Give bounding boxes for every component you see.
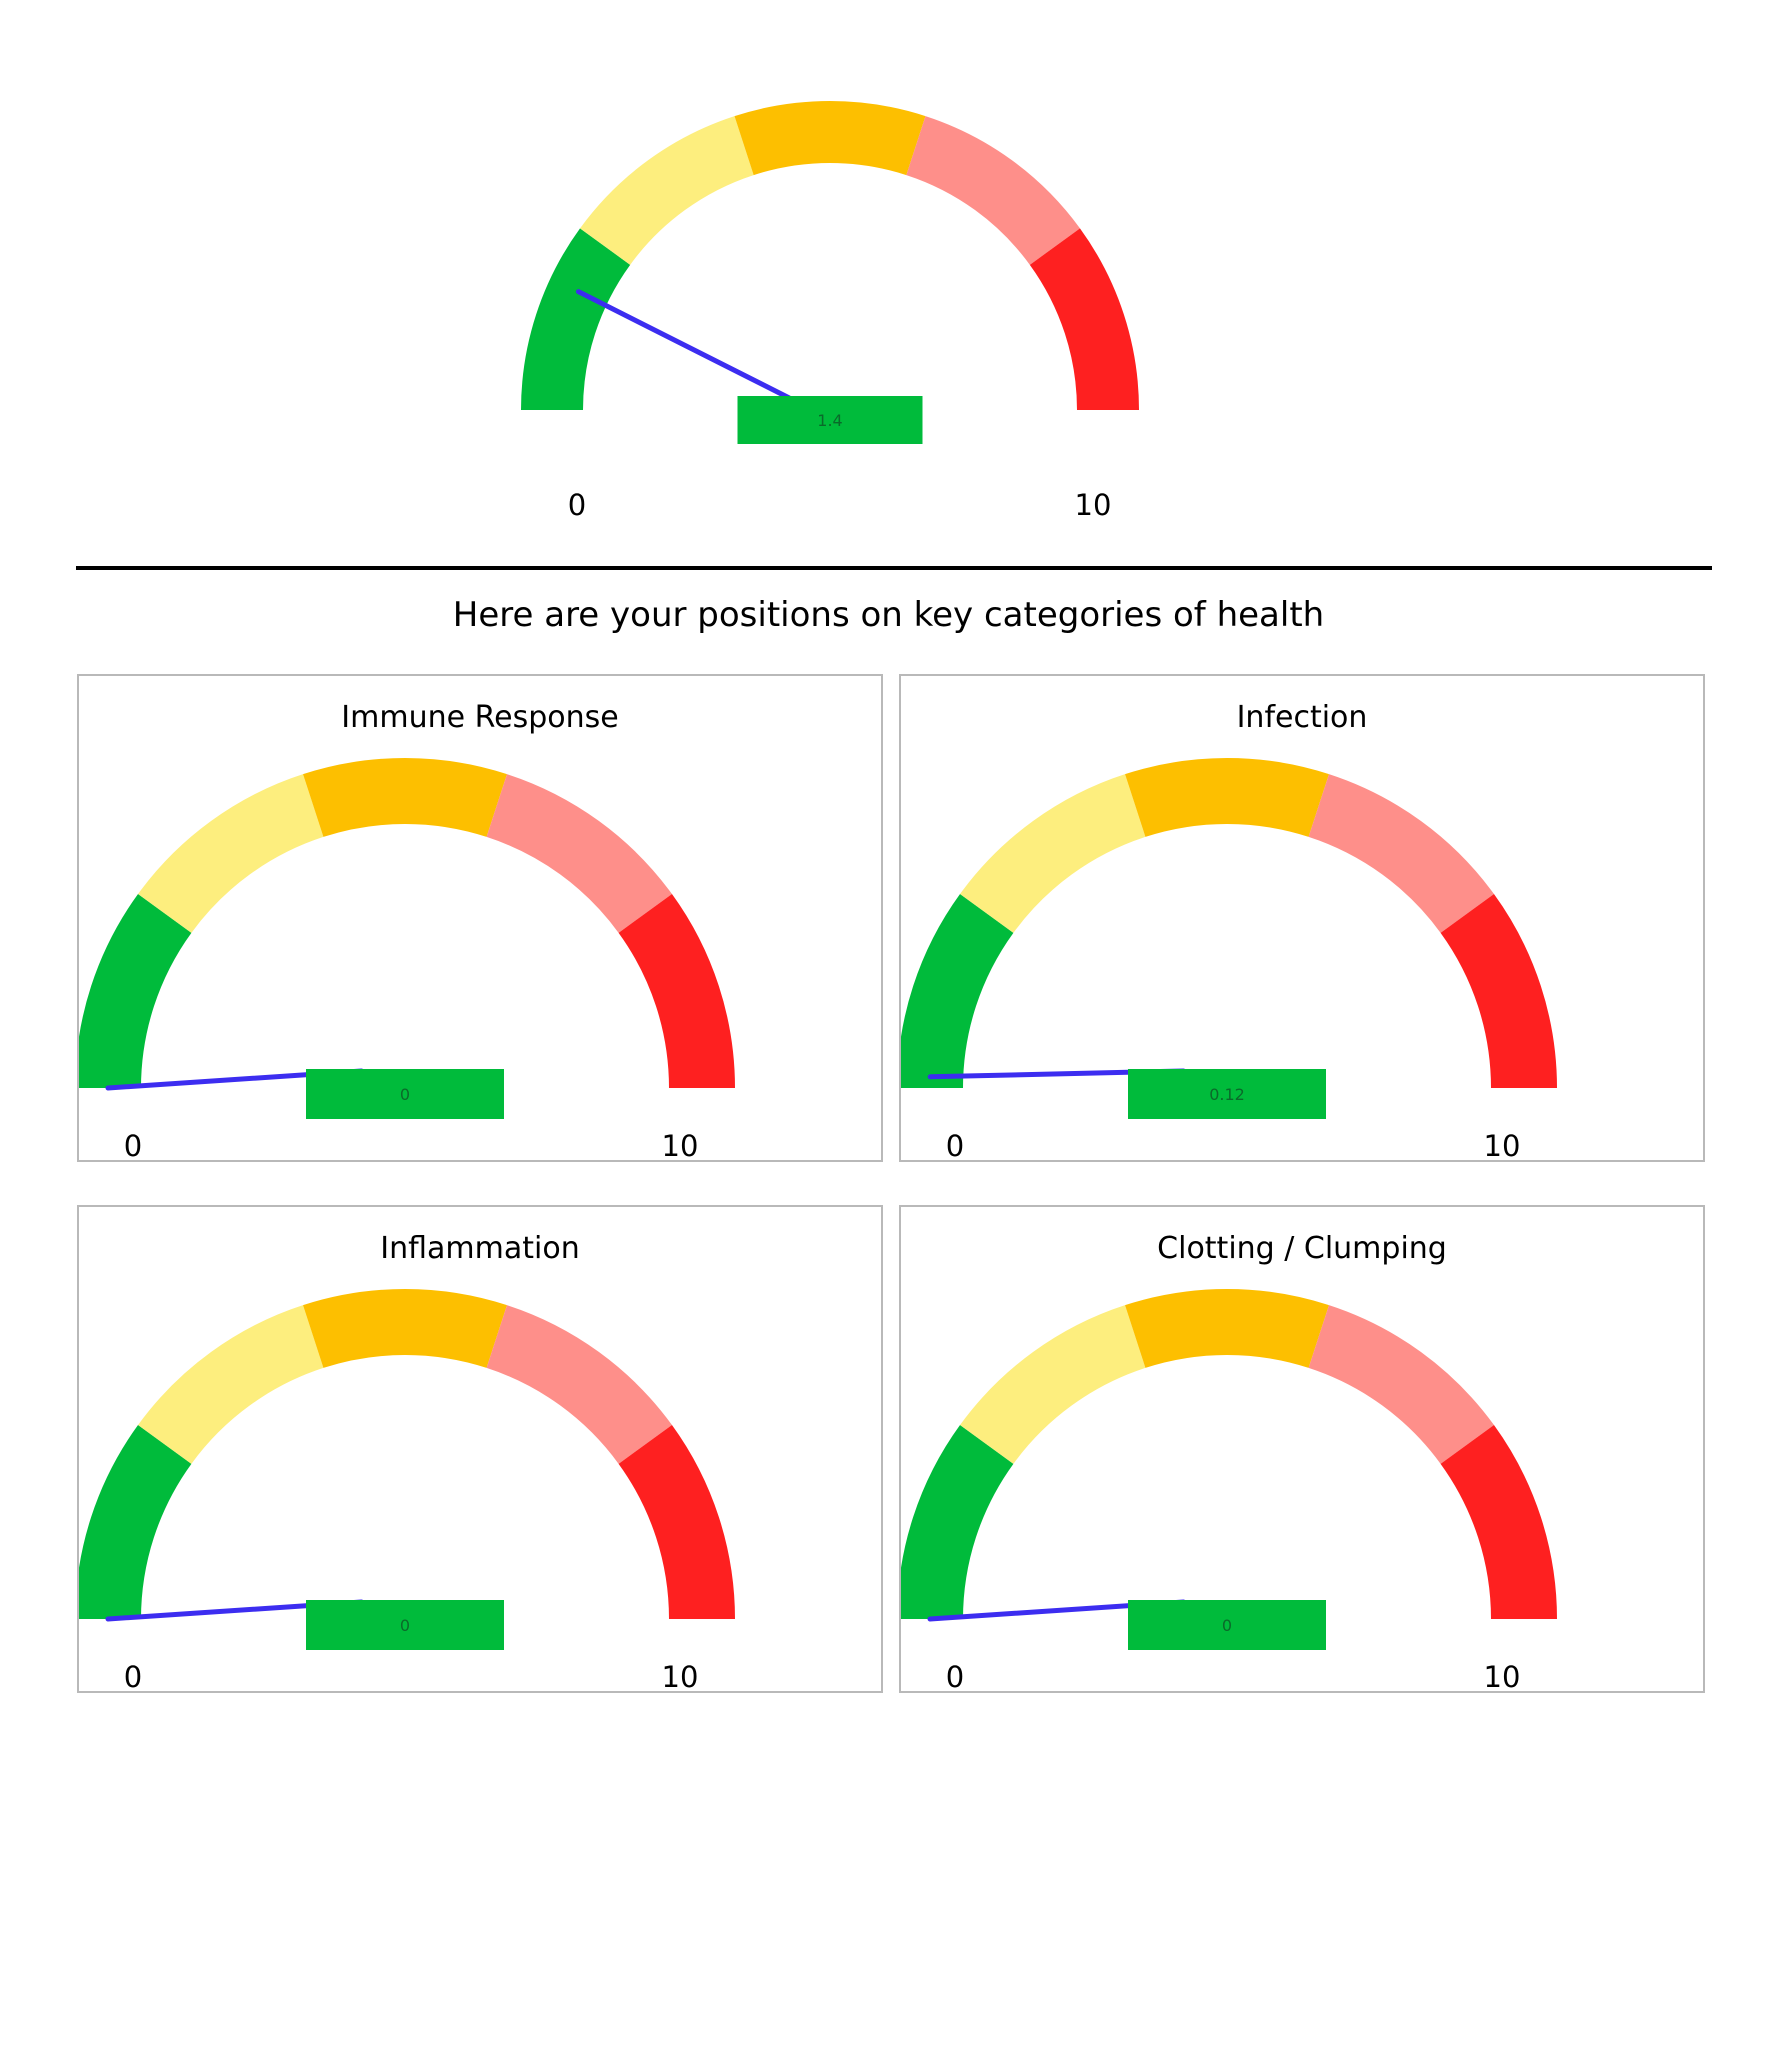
gauge-band-2 bbox=[960, 774, 1146, 933]
gauge-min-label: 0 bbox=[946, 1129, 964, 1163]
gauge-band-2 bbox=[960, 1305, 1146, 1464]
gauge-band-5 bbox=[618, 894, 735, 1088]
gauge-band-3 bbox=[303, 1289, 507, 1368]
gauge-band-3 bbox=[1125, 758, 1329, 837]
gauge-band-1 bbox=[901, 1425, 1014, 1619]
infection-gauge: 0.12 0 10 bbox=[901, 758, 1557, 1163]
panel-title: Inflammation bbox=[380, 1231, 580, 1266]
gauge-min-label: 0 bbox=[568, 488, 586, 522]
panel-title: Infection bbox=[1236, 700, 1368, 735]
gauge-band-5 bbox=[1029, 228, 1139, 410]
gauge-band-4 bbox=[486, 774, 672, 933]
gauge-band-2 bbox=[580, 116, 754, 265]
gauge-value-label: 0 bbox=[400, 1616, 410, 1635]
gauge-min-label: 0 bbox=[946, 1660, 964, 1694]
immune-response-gauge: 0 0 10 bbox=[79, 758, 735, 1163]
gauge-band-1 bbox=[901, 894, 1014, 1088]
gauge-band-1 bbox=[79, 1425, 192, 1619]
section-subtitle: Here are your positions on key categorie… bbox=[452, 595, 1325, 635]
gauge-value-box bbox=[737, 396, 923, 444]
gauge-value-label: 1.4 bbox=[817, 411, 842, 430]
gauge-band-4 bbox=[906, 116, 1080, 265]
gauge-max-label: 10 bbox=[662, 1129, 699, 1163]
gauge-band-5 bbox=[1440, 894, 1557, 1088]
overall-gauge-svg: 1.4 0 10 bbox=[521, 100, 1139, 522]
gauge-value-label: 0 bbox=[400, 1085, 410, 1104]
immune-response-panel: Immune Response 0 0 10 bbox=[77, 674, 883, 1163]
section-divider bbox=[76, 566, 1712, 570]
gauge-band-4 bbox=[486, 1305, 672, 1464]
panel-title: Immune Response bbox=[341, 700, 619, 735]
gauge-band-2 bbox=[138, 1305, 324, 1464]
gauge-band-3 bbox=[1125, 1289, 1329, 1368]
clotting-clumping-panel: Clotting / Clumping 0 0 10 bbox=[899, 1205, 1705, 1694]
gauge-needle bbox=[575, 289, 792, 401]
gauge-band-5 bbox=[618, 1425, 735, 1619]
gauge-band-1 bbox=[79, 894, 192, 1088]
inflammation-panel: Inflammation 0 0 10 bbox=[77, 1205, 883, 1694]
clotting-clumping-gauge: 0 0 10 bbox=[901, 1289, 1557, 1694]
gauge-max-label: 10 bbox=[1484, 1660, 1521, 1694]
gauge-value-box bbox=[1128, 1069, 1326, 1119]
gauge-min-label: 0 bbox=[124, 1129, 142, 1163]
gauge-band-4 bbox=[1308, 1305, 1494, 1464]
gauge-max-label: 10 bbox=[1075, 488, 1112, 522]
gauge-band-2 bbox=[138, 774, 324, 933]
overall-gauge: 1.4 0 10 bbox=[520, 85, 1220, 545]
gauge-band-1 bbox=[521, 228, 631, 410]
gauge-value-box bbox=[306, 1069, 504, 1119]
gauge-value-label: 0.12 bbox=[1209, 1085, 1245, 1104]
gauge-band-5 bbox=[1440, 1425, 1557, 1619]
panel-title: Clotting / Clumping bbox=[1157, 1231, 1447, 1266]
gauge-max-label: 10 bbox=[662, 1660, 699, 1694]
gauge-value-label: 0 bbox=[1222, 1616, 1232, 1635]
gauge-band-3 bbox=[734, 100, 926, 176]
inflammation-gauge: 0 0 10 bbox=[79, 1289, 735, 1694]
infection-panel: Infection 0.12 0 10 bbox=[899, 674, 1705, 1163]
gauge-max-label: 10 bbox=[1484, 1129, 1521, 1163]
gauge-band-3 bbox=[303, 758, 507, 837]
gauge-value-box bbox=[1128, 1600, 1326, 1650]
gauge-value-box bbox=[306, 1600, 504, 1650]
gauge-min-label: 0 bbox=[124, 1660, 142, 1694]
gauge-band-4 bbox=[1308, 774, 1494, 933]
